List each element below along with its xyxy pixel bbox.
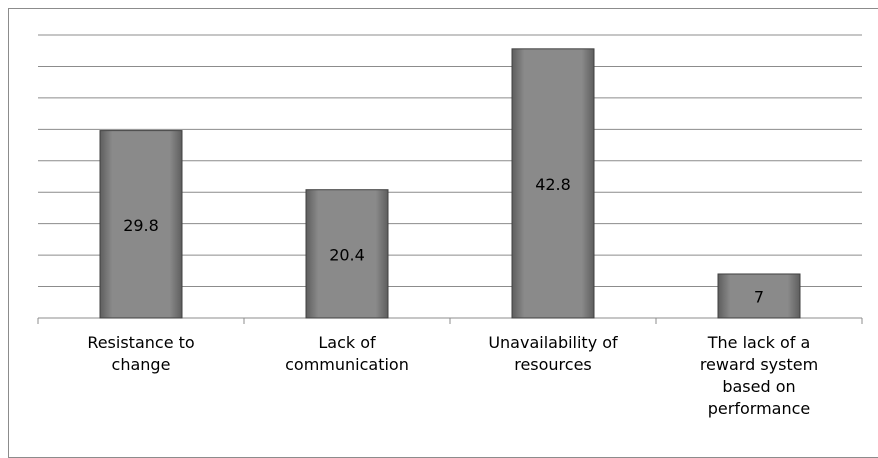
bar <box>717 273 801 319</box>
data-label: 20.4 <box>329 245 365 264</box>
page: {"chart_data": {"type": "bar", "categori… <box>8 8 878 458</box>
chart: 29.8 20.4 42.8 7 <box>37 34 863 324</box>
bar <box>99 130 183 319</box>
x-tick-label: The lack of a reward system based on per… <box>699 333 819 418</box>
data-label: 42.8 <box>535 175 571 194</box>
x-tick-label: Resistance to change <box>87 333 195 374</box>
data-label: 7 <box>754 287 764 306</box>
x-tick-label: Lack of communication <box>285 333 409 374</box>
data-label: 29.8 <box>123 216 159 235</box>
bar <box>305 189 389 319</box>
x-tick-label: Unavailability of resources <box>488 333 618 374</box>
bar <box>511 48 595 319</box>
